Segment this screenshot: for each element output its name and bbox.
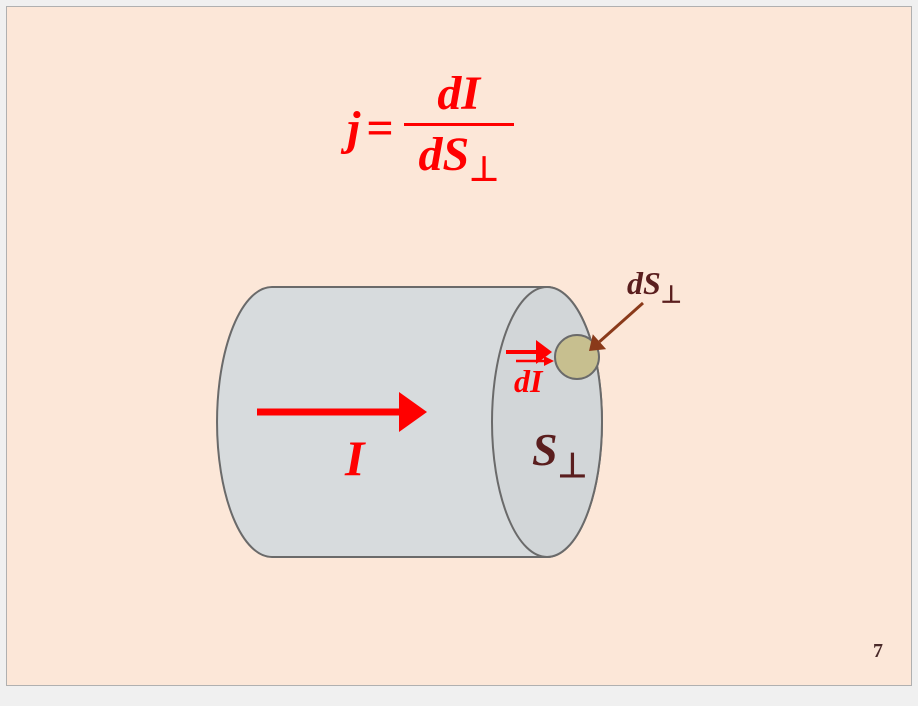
label-dI: dI <box>514 365 542 397</box>
slide: j = dI dS⊥ I dI S⊥ dS⊥ 7 <box>6 6 912 686</box>
label-S-perp-sub: ⊥ <box>558 448 588 485</box>
label-S-perp: S⊥ <box>532 427 587 484</box>
page-number: 7 <box>873 640 883 663</box>
label-I: I <box>345 433 364 483</box>
label-I-text: I <box>345 430 364 486</box>
label-dS-perp: dS⊥ <box>627 267 682 307</box>
label-dS-perp-main: dS <box>627 265 661 301</box>
label-S-perp-main: S <box>532 424 558 475</box>
cylinder-diagram <box>7 7 913 687</box>
label-dI-text: dI <box>514 363 542 399</box>
label-dS-perp-sub: ⊥ <box>661 282 682 308</box>
